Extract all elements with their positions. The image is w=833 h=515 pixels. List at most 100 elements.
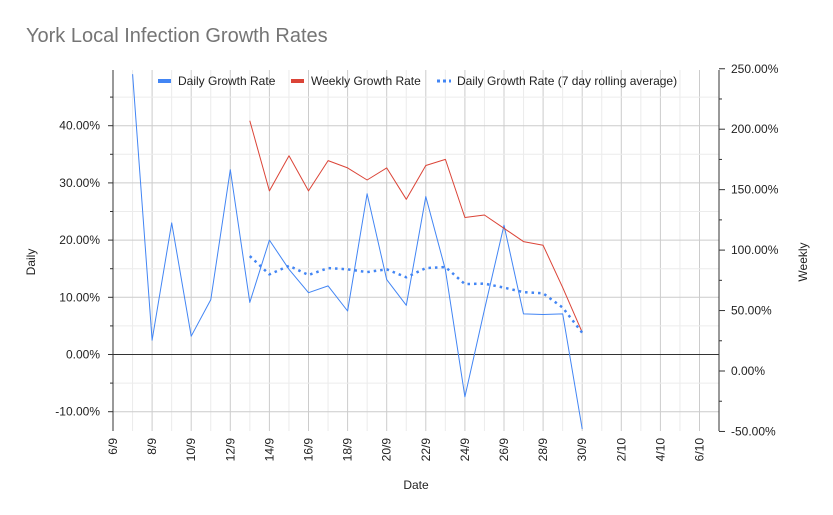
legend-swatch-0 [158,79,171,83]
series-0-point [366,193,368,195]
series-2-point [249,255,251,257]
legend: Daily Growth Rate Weekly Growth Rate Daily… [158,74,677,88]
series-0-point [249,301,251,303]
series-1-point [386,167,388,169]
x-axis-tick-label: 4/10 [653,438,667,462]
series-0-point [503,224,505,226]
series-0-point [386,278,388,280]
series-1-point [483,214,485,216]
series-2-point [503,286,505,288]
series-0-point [268,239,270,241]
left-axis-tick-label: 20.00% [59,233,100,247]
series-2-point [562,306,564,308]
series-0-point [190,335,192,337]
grid [113,70,719,431]
x-axis-tick-label: 26/9 [497,438,511,462]
series-2-point [542,292,544,294]
series-line-0 [132,74,583,429]
x-axis-tick-label: 16/9 [302,438,316,462]
series-1-point [464,216,466,218]
x-axis-tick-label: 14/9 [262,438,276,462]
left-axis-tick-label: 40.00% [59,119,100,133]
series-0-point [307,292,309,294]
series-1-point [366,179,368,181]
series-2-point [268,273,270,275]
x-axis-tick-label: 10/9 [184,438,198,462]
series-0-point [171,222,173,224]
series-2-point [288,265,290,267]
series-0-point [229,169,231,171]
series-0-point [327,285,329,287]
series-0-point [151,339,153,341]
series-2-point [483,282,485,284]
series-0-point [210,298,212,300]
chart-title: York Local Infection Growth Rates [26,25,328,47]
series-1-point [346,167,348,169]
series-2-point [366,271,368,273]
series-2-point [307,274,309,276]
y-axis-label-right: Weekly [796,242,810,281]
legend-swatch-1 [291,79,304,83]
right-axis-tick-label: 50.00% [731,304,772,318]
series-2-point [386,268,388,270]
x-axis-tick-label: 30/9 [575,438,589,462]
series-2-point [522,291,524,293]
series-0-point [522,313,524,315]
series-line-2 [248,255,584,334]
series-1-point [444,158,446,160]
series-0-point [562,313,564,315]
series-2-point [405,276,407,278]
series-1-point [522,240,524,242]
axes: -10.00% 0.00% 10.00% 20.00% 30.00% 40.00% -50.… [55,62,778,462]
right-axis-tick-label: 200.00% [731,122,779,136]
series-0-point [444,269,446,271]
series-1-point [503,227,505,229]
series-2-point [425,267,427,269]
series-1-point [562,286,564,288]
left-axis-tick-label: -10.00% [55,405,100,419]
series-0-point [425,195,427,197]
series-1-point [307,190,309,192]
x-axis-tick-label: 2/10 [614,438,628,462]
series-2-point [581,332,583,334]
series-layer [131,73,584,430]
series-1-point [425,164,427,166]
x-axis-tick-label: 8/9 [145,438,159,455]
series-1-point [542,244,544,246]
series-0-point [483,309,485,311]
right-axis-tick-label: 150.00% [731,183,779,197]
x-axis-tick-label: 28/9 [536,438,550,462]
series-2-point [327,267,329,269]
series-0-point [346,310,348,312]
legend-label-2: Daily Growth Rate (7 day rolling average… [457,74,677,88]
series-0-point [131,73,133,75]
x-axis-tick-label: 18/9 [341,438,355,462]
left-axis-tick-label: 0.00% [66,348,100,362]
x-axis-tick-label: 22/9 [419,438,433,462]
series-2-point [444,266,446,268]
series-1-point [327,159,329,161]
legend-label-1: Weekly Growth Rate [311,74,421,88]
series-0-point [542,313,544,315]
x-axis-tick-label: 20/9 [380,438,394,462]
series-0-point [288,268,290,270]
series-1-point [288,155,290,157]
x-axis-tick-label: 12/9 [223,438,237,462]
left-axis-tick-label: 10.00% [59,290,100,304]
series-1-point [249,120,251,122]
left-axis-tick-label: 30.00% [59,176,100,190]
series-2-point [346,268,348,270]
x-axis-tick-label: 6/9 [106,438,120,455]
series-line-1 [249,120,583,333]
series-0-point [405,304,407,306]
right-axis-tick-label: 100.00% [731,243,779,257]
legend-label-0: Daily Growth Rate [178,74,276,88]
series-0-point [581,428,583,430]
x-axis-tick-label: 24/9 [458,438,472,462]
right-axis-tick-label: -50.00% [731,424,776,438]
series-1-point [268,190,270,192]
right-axis-tick-label: 0.00% [731,364,765,378]
series-1-point [405,198,407,200]
y-axis-label-left: Daily [24,249,38,276]
